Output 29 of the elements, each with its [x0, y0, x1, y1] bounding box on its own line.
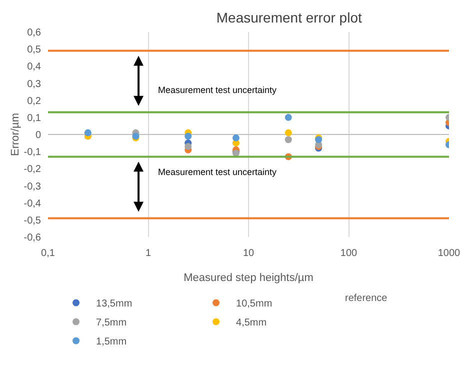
y-tick-label: 0,4 — [27, 62, 42, 73]
legend-label: 7,5mm — [96, 318, 127, 329]
x-tick-label: 1000 — [438, 248, 461, 259]
y-tick-label: 0,1 — [27, 112, 42, 124]
x-tick-label: 0,1 — [41, 248, 56, 259]
y-tick-label: -0,2 — [24, 164, 42, 176]
y-tick-label: -0,3 — [24, 181, 42, 192]
y-tick-label: -0,1 — [24, 147, 42, 158]
y-tick-label: 0,2 — [27, 96, 42, 107]
y-tick-label: -0,4 — [24, 198, 42, 210]
x-tick-label: 10 — [242, 248, 254, 259]
annotation: Measurement test uncertainty — [158, 85, 278, 95]
x-axis-title: Measured step heights/µm — [184, 272, 314, 284]
annotation: Measurement test uncertainty — [158, 167, 278, 177]
x-tick-label: 100 — [340, 248, 358, 259]
text: reference — [345, 293, 388, 304]
y-tick-label: 0,6 — [27, 28, 42, 38]
chart-title: Measurement error plot — [216, 10, 362, 26]
legend-label: 13,5mm — [96, 298, 132, 310]
legend-label: 4,5mm — [236, 318, 267, 329]
legend-label: 1,5mm — [96, 336, 127, 348]
y-axis-title: Error/µm — [9, 112, 22, 156]
legend-label: 10,5mm — [236, 298, 272, 310]
y-tick-label: -0,5 — [24, 215, 42, 226]
y-tick-label: 0,3 — [27, 78, 42, 90]
y-tick-label: 0,5 — [27, 44, 42, 56]
y-tick-label: -0,6 — [24, 232, 42, 244]
y-tick-label: 0 — [35, 130, 42, 141]
x-tick-label: 1 — [145, 248, 152, 259]
